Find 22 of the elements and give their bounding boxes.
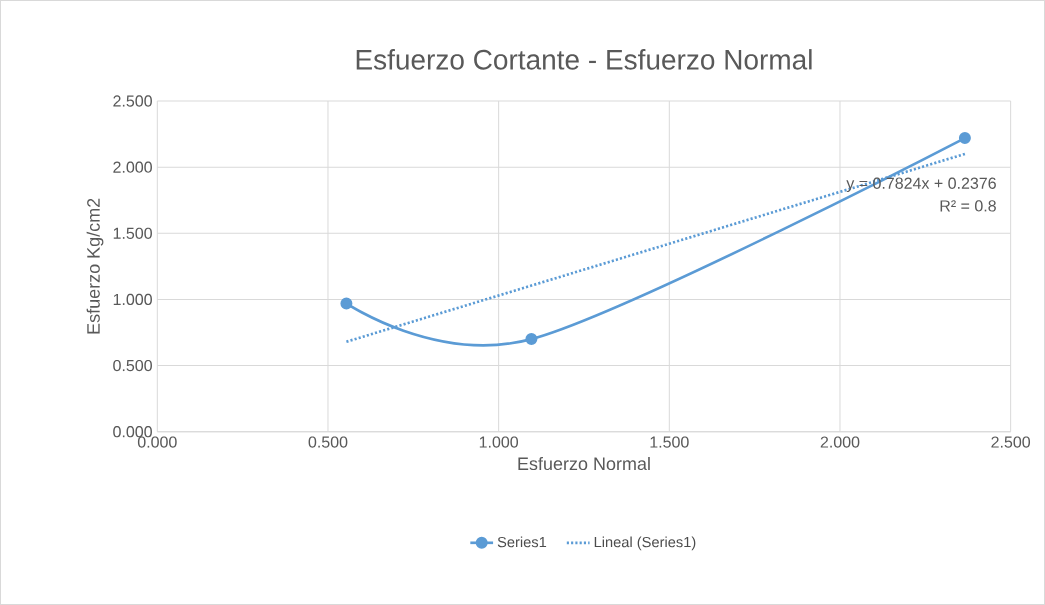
y-tick-label: 2.500 — [113, 95, 152, 107]
legend-label: Lineal (Series1) — [594, 536, 696, 551]
y-tick-label: 0.500 — [113, 359, 152, 372]
x-tick-label: 2.000 — [820, 436, 860, 448]
chart-title: Esfuerzo Cortante - Esfuerzo Normal — [356, 49, 812, 70]
y-tick-label: 2.000 — [113, 161, 152, 173]
x-tick-label: 1.500 — [650, 436, 689, 448]
point — [340, 297, 353, 310]
annotation: y = 0.7824x + 0.2376 — [846, 177, 996, 193]
x-tick-label: 0.000 — [137, 436, 177, 448]
legend-label: Series1 — [497, 536, 547, 548]
point — [958, 132, 971, 145]
x-tick-label: 1.000 — [479, 436, 519, 448]
x-tick-label: 2.500 — [991, 436, 1031, 448]
annotation: R² = 0.8 — [940, 200, 996, 212]
point — [525, 333, 538, 346]
x-axis-title: Esfuerzo Normal — [518, 456, 650, 471]
y-tick-label: 0.000 — [113, 426, 152, 438]
y-tick-label: 1.500 — [113, 227, 152, 239]
y-tick-label: 1.000 — [113, 293, 152, 306]
y-axis-title: Esfuerzo Kg/cm2 — [86, 198, 104, 334]
x-tick-label: 0.500 — [308, 436, 348, 448]
